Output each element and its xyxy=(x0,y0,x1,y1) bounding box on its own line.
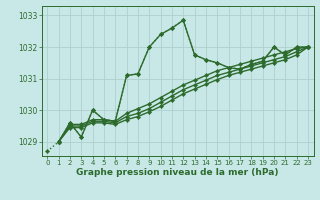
X-axis label: Graphe pression niveau de la mer (hPa): Graphe pression niveau de la mer (hPa) xyxy=(76,168,279,177)
